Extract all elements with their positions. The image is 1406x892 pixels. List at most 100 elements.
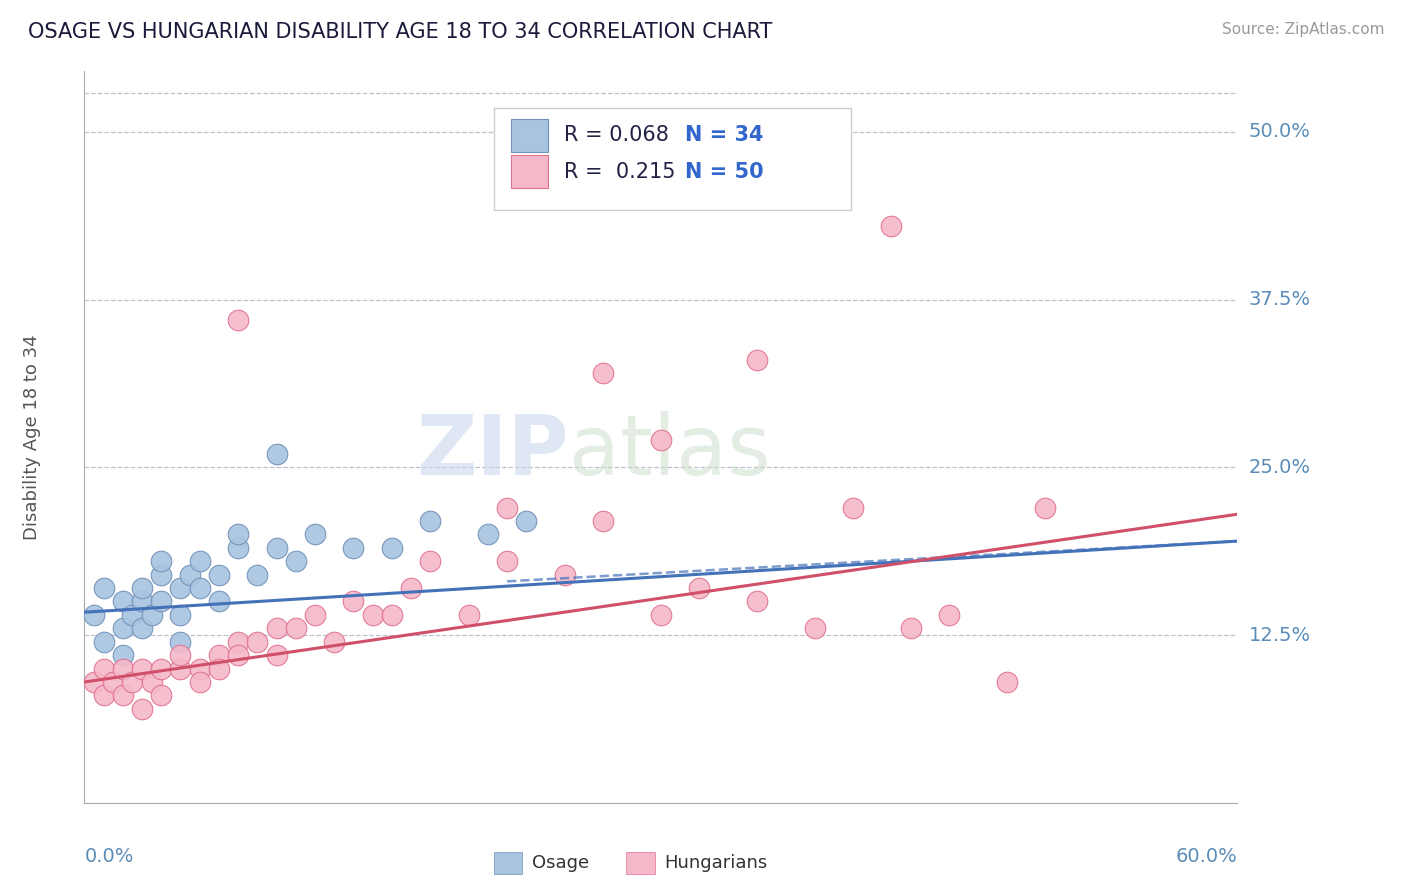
Point <box>226 541 249 555</box>
Point <box>188 675 211 690</box>
Point <box>208 567 231 582</box>
Point <box>342 541 364 555</box>
Point <box>650 434 672 448</box>
Point <box>131 621 153 635</box>
Point <box>995 675 1018 690</box>
Point <box>381 541 404 555</box>
Text: R = 0.068: R = 0.068 <box>564 125 669 145</box>
Point <box>150 689 173 703</box>
Point <box>121 675 143 690</box>
Text: atlas: atlas <box>568 411 770 492</box>
Point <box>93 689 115 703</box>
Point <box>880 219 903 233</box>
Point <box>745 594 768 608</box>
Point <box>111 662 134 676</box>
Point <box>592 514 614 528</box>
Text: ZIP: ZIP <box>416 411 568 492</box>
Text: N = 50: N = 50 <box>685 161 763 182</box>
Point <box>131 581 153 595</box>
Text: Source: ZipAtlas.com: Source: ZipAtlas.com <box>1222 22 1385 37</box>
Point <box>266 621 288 635</box>
Point <box>111 648 134 662</box>
FancyBboxPatch shape <box>494 108 851 211</box>
Point <box>179 567 201 582</box>
Point <box>150 594 173 608</box>
Point <box>496 554 519 568</box>
Point <box>477 527 499 541</box>
Point <box>266 648 288 662</box>
Point <box>93 662 115 676</box>
Point <box>188 662 211 676</box>
Point <box>688 581 710 595</box>
Point <box>150 554 173 568</box>
Point <box>150 567 173 582</box>
Bar <box>626 852 655 874</box>
Point <box>745 352 768 367</box>
Point <box>169 648 191 662</box>
Text: Osage: Osage <box>531 854 589 871</box>
Text: OSAGE VS HUNGARIAN DISABILITY AGE 18 TO 34 CORRELATION CHART: OSAGE VS HUNGARIAN DISABILITY AGE 18 TO … <box>28 22 772 42</box>
Point <box>361 607 384 622</box>
Text: 0.0%: 0.0% <box>84 847 134 866</box>
Point <box>83 607 105 622</box>
Point <box>141 675 163 690</box>
Point <box>284 554 307 568</box>
Point <box>131 662 153 676</box>
Point <box>1033 500 1056 515</box>
Point <box>457 607 479 622</box>
Bar <box>510 155 548 188</box>
Point <box>246 634 269 648</box>
Point <box>93 634 115 648</box>
Point <box>208 662 231 676</box>
Point <box>111 621 134 635</box>
Point <box>208 594 231 608</box>
Point <box>323 634 346 648</box>
Point <box>304 527 326 541</box>
Point <box>169 662 191 676</box>
Text: 25.0%: 25.0% <box>1249 458 1310 477</box>
Point <box>226 648 249 662</box>
Text: Disability Age 18 to 34: Disability Age 18 to 34 <box>24 334 42 540</box>
Point <box>266 541 288 555</box>
Point <box>554 567 576 582</box>
Point <box>381 607 404 622</box>
Point <box>131 594 153 608</box>
Bar <box>510 119 548 152</box>
Point <box>419 514 441 528</box>
Point <box>111 594 134 608</box>
Point <box>284 621 307 635</box>
Point <box>83 675 105 690</box>
Text: R =  0.215: R = 0.215 <box>564 161 675 182</box>
Point <box>169 581 191 595</box>
Point <box>803 621 825 635</box>
Point <box>226 312 249 326</box>
Point <box>342 594 364 608</box>
Point <box>399 581 422 595</box>
Text: N = 34: N = 34 <box>685 125 763 145</box>
Point <box>188 581 211 595</box>
Point <box>141 607 163 622</box>
Point <box>208 648 231 662</box>
Point <box>226 634 249 648</box>
Point <box>150 662 173 676</box>
Text: Hungarians: Hungarians <box>664 854 768 871</box>
Point <box>93 581 115 595</box>
Point <box>226 527 249 541</box>
Point <box>304 607 326 622</box>
Point <box>266 447 288 461</box>
Point <box>515 514 537 528</box>
Point <box>496 500 519 515</box>
Text: 50.0%: 50.0% <box>1249 122 1310 141</box>
Point <box>842 500 865 515</box>
Point <box>103 675 124 690</box>
Text: 60.0%: 60.0% <box>1175 847 1237 866</box>
Point <box>169 634 191 648</box>
Point <box>131 702 153 716</box>
Text: 12.5%: 12.5% <box>1249 625 1310 645</box>
Point <box>419 554 441 568</box>
Point <box>121 607 143 622</box>
Point <box>111 689 134 703</box>
Point <box>650 607 672 622</box>
Point <box>246 567 269 582</box>
Point <box>592 367 614 381</box>
